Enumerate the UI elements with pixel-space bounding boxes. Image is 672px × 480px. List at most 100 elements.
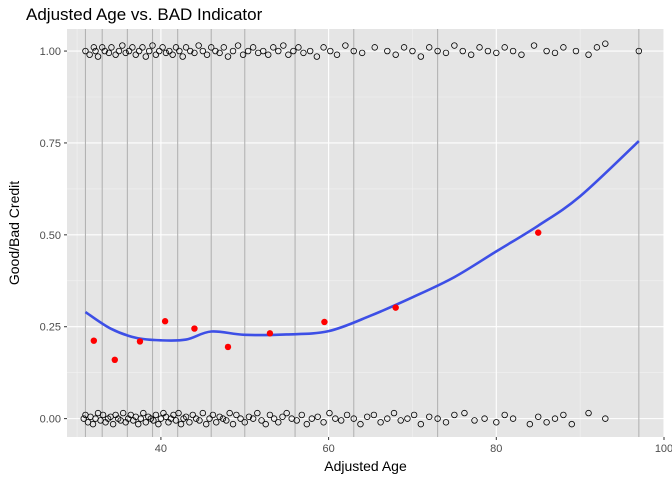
data-point [101, 47, 108, 55]
data-point [208, 44, 215, 51]
jitter-points [80, 40, 643, 428]
x-tick-label: 60 [322, 443, 334, 455]
data-point [108, 44, 115, 51]
smooth-curve [84, 140, 640, 342]
data-point [182, 413, 190, 420]
data-point [189, 411, 196, 419]
data-point [223, 417, 230, 424]
bin-break-lines [84, 29, 640, 437]
data-point [530, 42, 538, 49]
y-axis-ticks: 0.00 0.25 0.50 0.75 1.00 [40, 46, 67, 426]
bin-mean-point [266, 330, 274, 337]
data-point [175, 409, 182, 417]
data-point [209, 411, 217, 419]
bin-mean-point [224, 343, 232, 351]
data-point [535, 413, 542, 420]
data-point [109, 420, 117, 428]
data-point [410, 411, 418, 419]
data-point [434, 415, 441, 422]
data-point [89, 420, 97, 428]
data-point [229, 420, 237, 428]
data-point [132, 51, 139, 58]
data-point [135, 47, 143, 55]
data-point [501, 411, 508, 419]
data-point [434, 47, 441, 55]
data-point [392, 51, 399, 58]
data-point [283, 409, 290, 417]
data-point [92, 47, 99, 55]
data-point [216, 413, 223, 420]
data-point [149, 42, 156, 49]
bin-mean-point [111, 356, 118, 364]
x-tick-label: 40 [155, 443, 167, 455]
data-point [249, 415, 257, 422]
data-point [333, 51, 341, 58]
data-point [275, 419, 282, 426]
data-point [241, 419, 248, 426]
data-point [459, 47, 466, 55]
data-point [602, 40, 609, 47]
data-point [260, 47, 267, 55]
data-point [543, 47, 550, 55]
data-point [237, 415, 244, 422]
data-point [202, 420, 210, 428]
bin-mean-points [90, 229, 542, 364]
data-point [224, 53, 232, 60]
data-point [206, 415, 213, 422]
data-point [400, 44, 408, 51]
data-point [156, 47, 163, 55]
x-tick-label: 100 [655, 443, 672, 455]
data-point [155, 420, 162, 428]
data-point [404, 415, 411, 422]
data-point [258, 417, 265, 424]
data-point [471, 417, 478, 424]
x-tick-label: 80 [490, 443, 502, 455]
data-point [199, 409, 207, 417]
data-point [279, 413, 286, 420]
data-point [233, 411, 240, 419]
data-point [152, 411, 160, 419]
data-point [265, 51, 272, 58]
data-point [635, 47, 643, 55]
data-point [295, 44, 302, 51]
data-point [572, 47, 580, 55]
data-point [501, 44, 508, 51]
data-point [86, 51, 93, 58]
data-point [493, 49, 500, 57]
data-point [363, 413, 371, 420]
data-point [169, 51, 176, 58]
data-point [313, 53, 321, 60]
data-point [94, 53, 102, 60]
data-point [442, 419, 450, 426]
data-point [551, 415, 559, 422]
data-point [150, 417, 157, 424]
bin-mean-point [392, 304, 399, 311]
data-point [145, 47, 153, 55]
data-point [306, 47, 314, 55]
data-point [350, 47, 357, 55]
data-point [358, 49, 366, 57]
data-point [125, 47, 133, 55]
data-point [509, 47, 517, 55]
data-point [129, 44, 136, 51]
data-point [179, 53, 186, 60]
data-point [239, 51, 247, 58]
data-point [320, 44, 327, 51]
data-point [509, 415, 517, 422]
y-tick-label: 0.75 [40, 138, 61, 150]
data-point [568, 420, 575, 428]
data-point [337, 417, 345, 424]
data-point [176, 47, 183, 55]
data-point [332, 415, 339, 422]
data-point [426, 413, 433, 420]
data-point [417, 420, 425, 428]
x-axis-title: Adjusted Age [324, 458, 407, 474]
data-point [303, 420, 311, 428]
data-point [80, 415, 87, 422]
data-point [484, 47, 492, 55]
bin-mean-point [136, 338, 144, 345]
data-point [140, 409, 147, 417]
data-point [254, 409, 261, 417]
data-point [384, 415, 391, 422]
data-point [139, 44, 146, 51]
